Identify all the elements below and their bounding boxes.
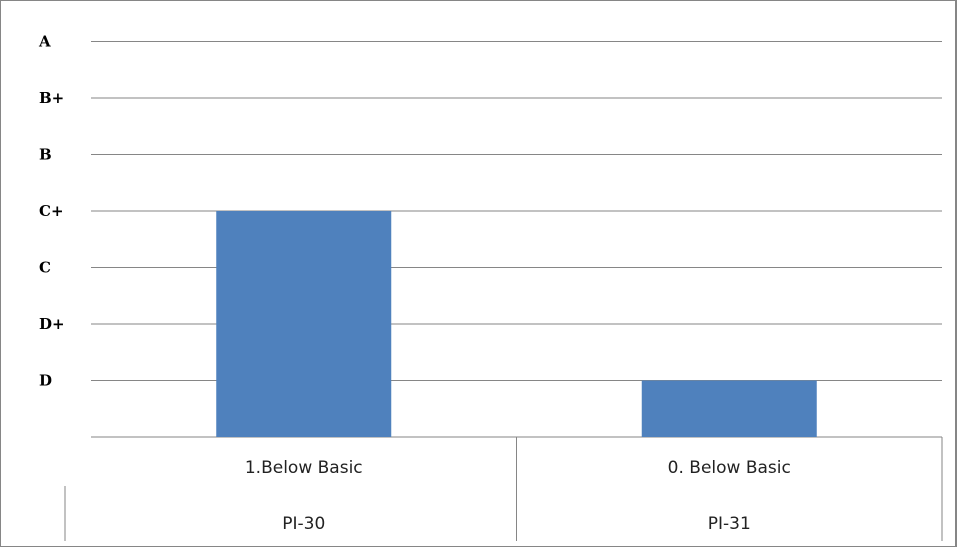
x-axis-categories: 1.Below Basic PI-30 0. Below Basic PI-31 <box>245 458 791 534</box>
bar <box>216 211 392 437</box>
y-tick-label: C+ <box>39 202 64 220</box>
y-tick-label: B+ <box>39 89 64 107</box>
gridlines <box>64 41 943 541</box>
bar <box>641 380 817 437</box>
y-axis-ticks: D D+ C C+ B B+ A <box>38 33 65 390</box>
group-label: PI-30 <box>282 514 325 534</box>
y-tick-label: B <box>39 146 52 164</box>
y-tick-label: D+ <box>39 315 65 333</box>
category-label: 0. Below Basic <box>668 458 791 478</box>
category-label: 1.Below Basic <box>245 458 363 478</box>
y-tick-label: A <box>38 33 51 51</box>
y-tick-label: C <box>39 259 51 277</box>
group-label: PI-31 <box>708 514 751 534</box>
bars <box>216 211 817 437</box>
y-tick-label: D <box>39 372 52 390</box>
